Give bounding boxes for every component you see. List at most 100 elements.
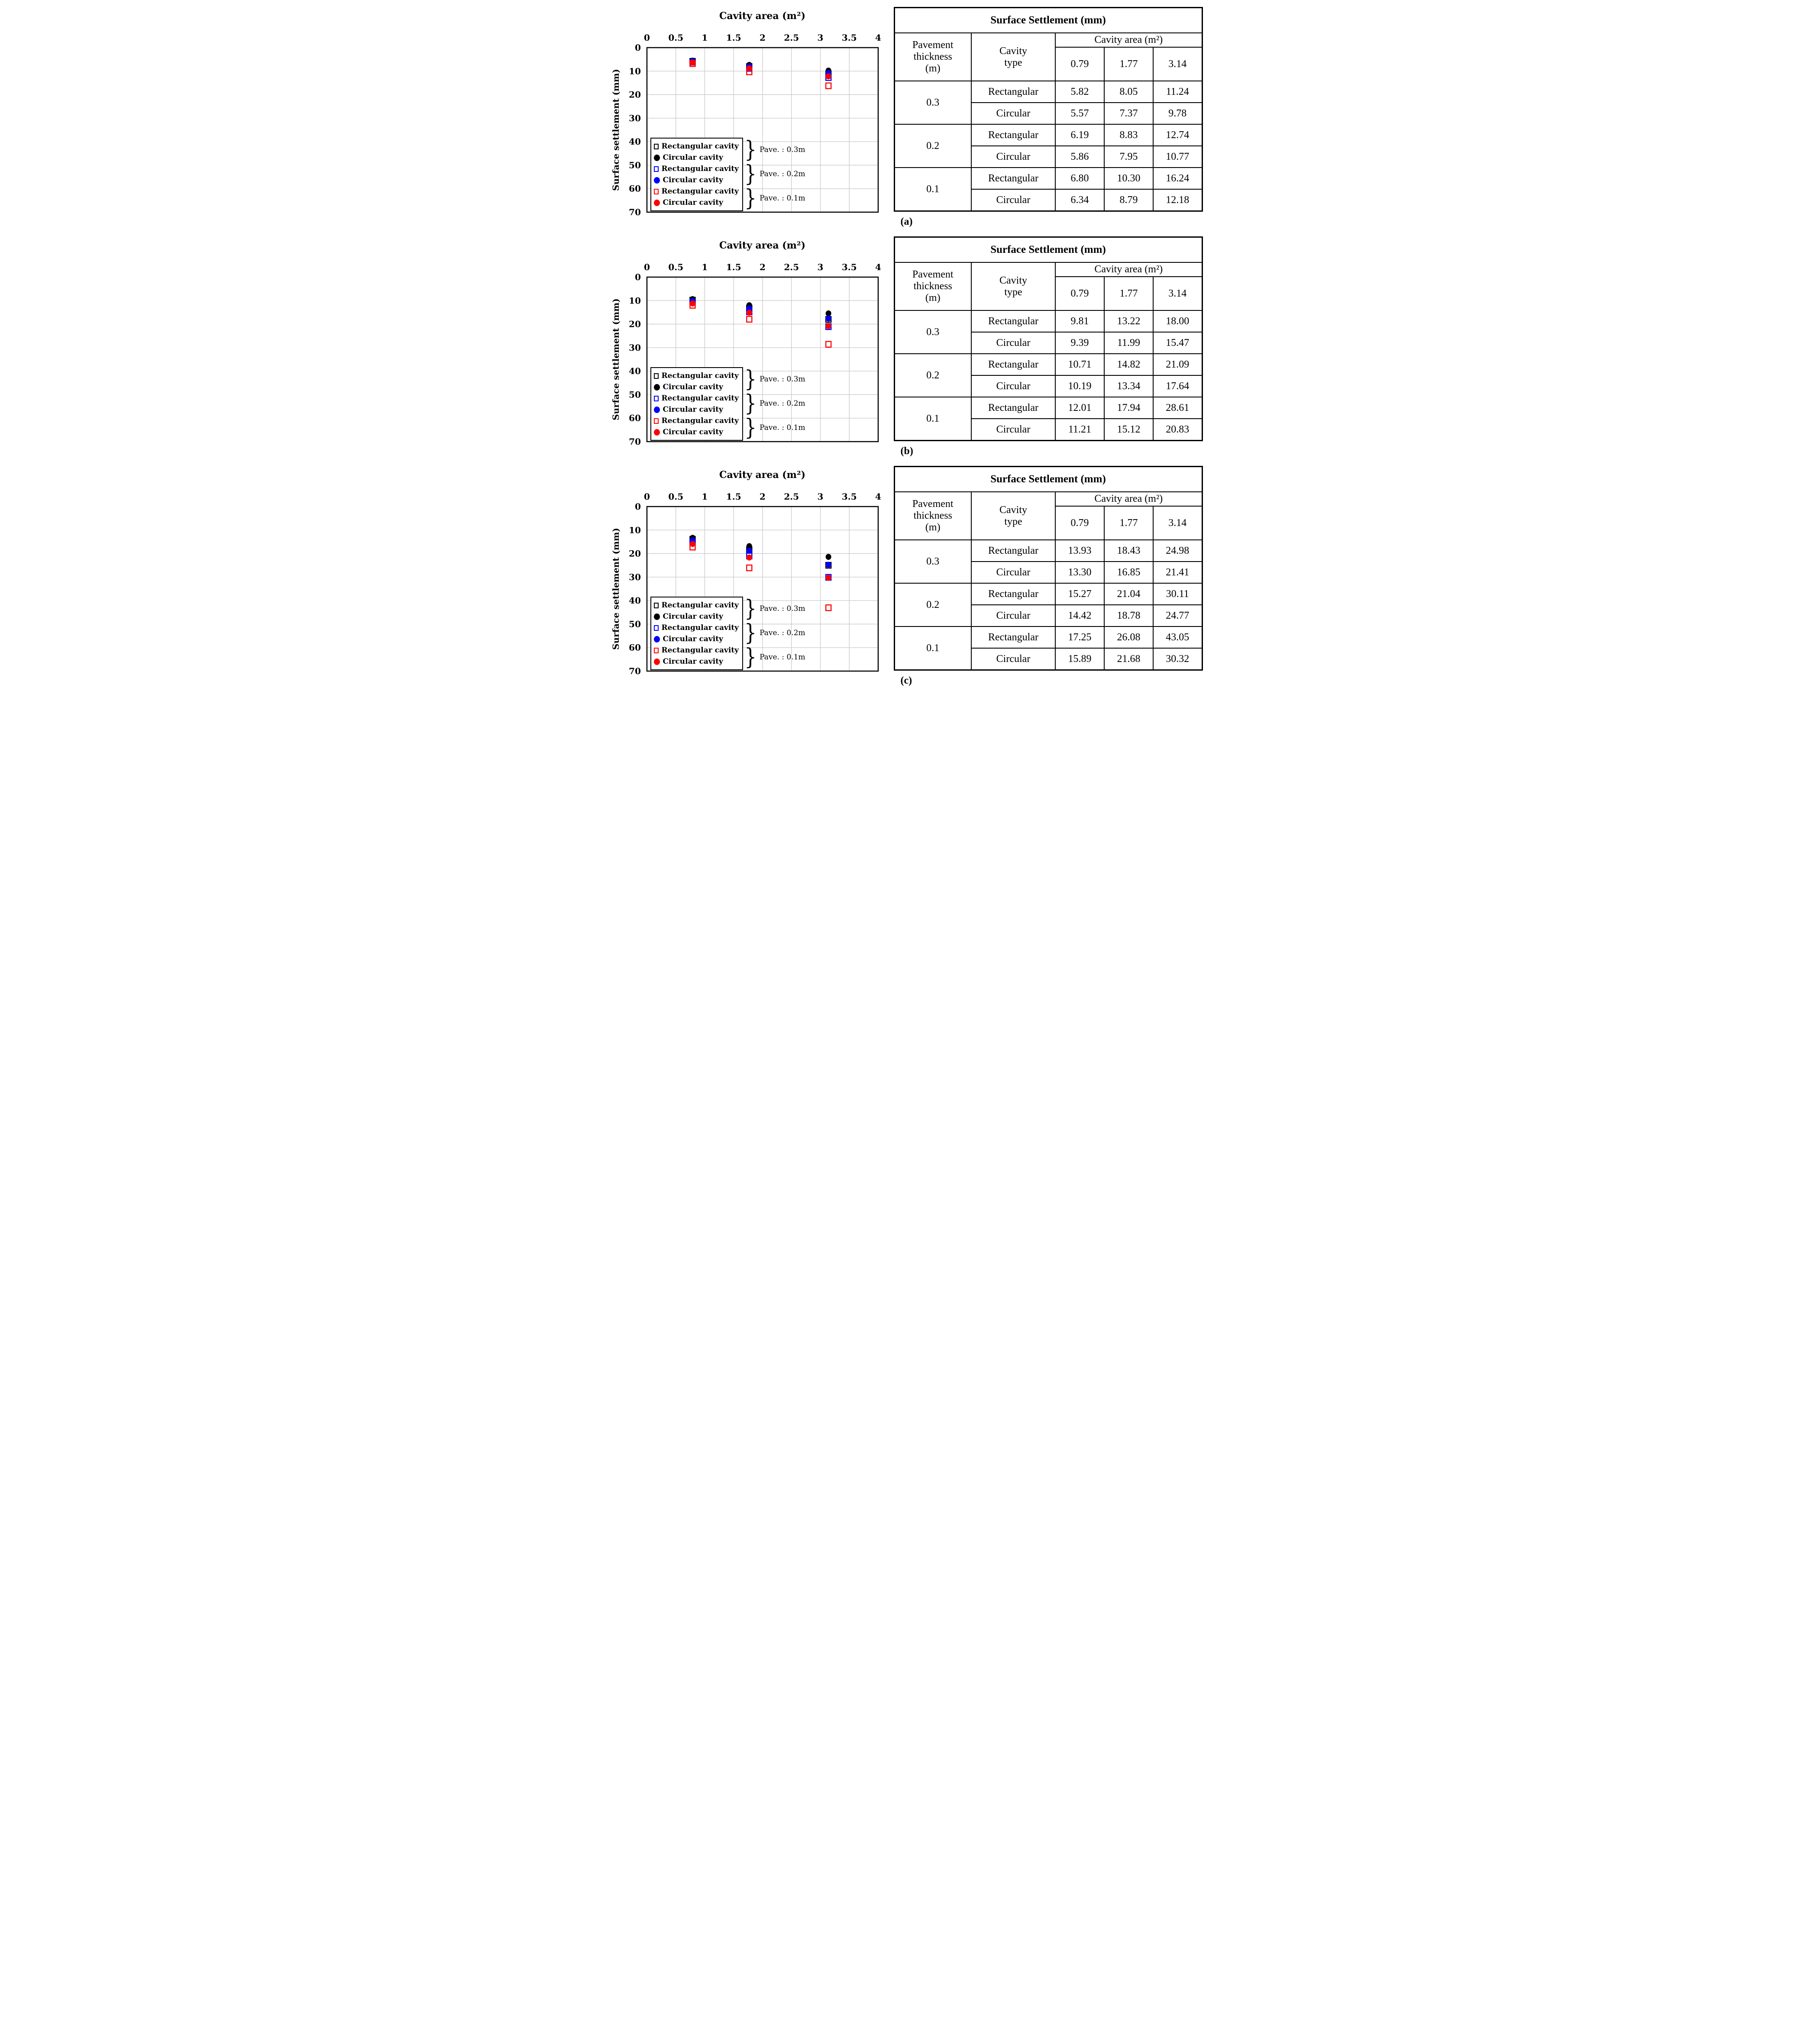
chart-b-x-axis-title: Cavity area (m²) — [719, 240, 805, 251]
legend-entry: Circular cavity — [653, 152, 739, 163]
legend-entry: Rectangular cavity — [653, 141, 739, 152]
data-point-circle — [746, 310, 752, 316]
legend-entry: Rectangular cavity — [653, 393, 739, 404]
figure-row-b: Cavity area (m²) 0 0.5 1 1.5 2 2.5 3 3.5 4 0 10 20 3… — [607, 234, 1213, 457]
cell-settlement-value: 6.19 — [1055, 124, 1105, 146]
table-title: Surface Settlement (mm) — [894, 236, 1203, 263]
legend-brace-group: } Pave. : 0.2m — [744, 162, 805, 186]
table-row: 0.2 Rectangular 10.71 14.82 21.09 — [894, 353, 1203, 397]
data-point-square — [825, 341, 831, 348]
svg-text:40: 40 — [629, 595, 641, 606]
col-header-pavement-thickness: Pavement thickness (m) — [894, 262, 972, 311]
table-row: Circular 6.34 8.79 12.18 — [894, 189, 1203, 212]
chart-a-y-axis-title: Surface settlement (mm) — [610, 69, 621, 191]
gridlines — [647, 277, 878, 442]
legend-marker-circle-icon — [653, 177, 660, 184]
legend-entry: Circular cavity — [653, 611, 739, 622]
col-header-cavity-area: Cavity area (m²) — [1055, 32, 1203, 48]
cell-settlement-value: 8.05 — [1104, 81, 1154, 103]
cell-pavement-thickness: 0.1 — [894, 397, 972, 441]
svg-text:3.5: 3.5 — [841, 32, 857, 43]
y-axis-tick-labels: 0 10 20 30 40 50 60 70 — [629, 501, 641, 676]
svg-text:0: 0 — [644, 491, 650, 502]
brace-icon: } — [744, 136, 757, 163]
legend-entry-label: Circular cavity — [663, 405, 723, 414]
legend-marker-circle-icon — [653, 613, 660, 620]
svg-text:1: 1 — [701, 32, 708, 43]
x-axis-tick-labels: 0 0.5 1 1.5 2 2.5 3 3.5 4 — [644, 491, 881, 502]
svg-text:20: 20 — [629, 549, 641, 559]
legend-brace-group: } Pave. : 0.2m — [744, 621, 805, 645]
chart-column-a: Cavity area (m²) 0 0.5 1 1.5 2 2.5 3 3.5 4 0 10 20 3… — [607, 4, 886, 223]
legend-box: Rectangular cavity Circular cavity Rectang… — [650, 367, 744, 441]
brace-icon: } — [744, 160, 757, 187]
svg-text:3.5: 3.5 — [841, 491, 857, 502]
col-header-area-value: 3.14 — [1153, 47, 1203, 81]
svg-text:60: 60 — [629, 413, 641, 423]
svg-text:3: 3 — [817, 491, 823, 502]
table-row: Circular 9.39 11.99 15.47 — [894, 332, 1203, 354]
col-header-area-value: 0.79 — [1055, 506, 1105, 540]
cell-cavity-type: Rectangular — [971, 124, 1056, 146]
svg-text:2.5: 2.5 — [784, 491, 799, 502]
pavement-group-label: Pave. : 0.3m — [760, 145, 805, 154]
table-header-row: Pavement thickness (m) Cavity type Cavity … — [894, 262, 1203, 311]
cell-pavement-thickness: 0.3 — [894, 81, 972, 125]
legend-marker-square-icon — [653, 602, 659, 608]
svg-text:0: 0 — [635, 501, 641, 512]
table-column-b: Surface Settlement (mm) Pavement thicknes… — [893, 234, 1213, 457]
cell-cavity-type: Circular — [971, 418, 1056, 441]
subfigure-label-b: (b) — [900, 446, 913, 457]
table-row: 0.1 Rectangular 12.01 17.94 28.61 — [894, 397, 1203, 441]
cell-settlement-value: 12.18 — [1153, 189, 1203, 212]
legend-marker-square-icon — [653, 166, 659, 172]
data-point-square — [825, 604, 831, 611]
cell-cavity-type: Rectangular — [971, 81, 1056, 103]
data-points — [689, 58, 831, 89]
cell-cavity-type: Circular — [971, 189, 1056, 212]
legend-entry-label: Circular cavity — [663, 198, 723, 207]
legend-entry-label: Rectangular cavity — [661, 142, 739, 151]
cell-settlement-value: 10.30 — [1104, 167, 1154, 190]
chart-a-legend: Rectangular cavity Circular cavity Rectang… — [650, 138, 805, 211]
figure-row-c: Cavity area (m²) 0 0.5 1 1.5 2 2.5 3 3.5 4 0 10 20 3… — [607, 463, 1213, 687]
cell-settlement-value: 14.82 — [1104, 353, 1154, 376]
svg-text:1.5: 1.5 — [726, 32, 741, 43]
legend-entry: Rectangular cavity — [653, 370, 739, 381]
table-subheader-row: 0.79 1.77 3.14 — [894, 276, 1203, 311]
svg-text:1: 1 — [701, 262, 708, 272]
svg-text:2: 2 — [760, 262, 766, 272]
cell-cavity-type: Circular — [971, 102, 1056, 125]
col-header-area-value: 3.14 — [1153, 506, 1203, 540]
settlement-table-c: Surface Settlement (mm) Pavement thicknes… — [893, 466, 1203, 671]
cell-settlement-value: 15.89 — [1055, 648, 1105, 671]
legend-entry-label: Rectangular cavity — [661, 165, 739, 173]
svg-text:0: 0 — [644, 32, 650, 43]
brace-icon: } — [744, 184, 757, 211]
cell-settlement-value: 10.19 — [1055, 375, 1105, 397]
cell-settlement-value: 17.64 — [1153, 375, 1203, 397]
table-row: Circular 11.21 15.12 20.83 — [894, 418, 1203, 441]
legend-marker-circle-icon — [653, 429, 660, 436]
legend-entry-label: Circular cavity — [663, 176, 723, 184]
plot-border — [646, 276, 879, 442]
cell-settlement-value: 7.37 — [1104, 102, 1154, 125]
svg-text:10: 10 — [629, 66, 641, 76]
data-point-circle — [689, 300, 695, 307]
legend-entry: Circular cavity — [653, 174, 739, 186]
col-header-cavity-type: Cavity type — [971, 32, 1056, 81]
cell-settlement-value: 10.71 — [1055, 353, 1105, 376]
cell-settlement-value: 13.93 — [1055, 539, 1105, 562]
svg-text:20: 20 — [629, 90, 641, 100]
legend-brace-column: } Pave. : 0.3m} Pave. : 0.2m} Pave. : 0.1m — [744, 597, 805, 670]
col-header-area-value: 0.79 — [1055, 276, 1105, 311]
cell-settlement-value: 18.43 — [1104, 539, 1154, 562]
svg-text:3: 3 — [817, 32, 823, 43]
cell-pavement-thickness: 0.2 — [894, 353, 972, 397]
table-row: 0.3 Rectangular 13.93 18.43 24.98 — [894, 539, 1203, 584]
cell-pavement-thickness: 0.1 — [894, 626, 972, 671]
cell-settlement-value: 11.24 — [1153, 81, 1203, 103]
cell-settlement-value: 8.79 — [1104, 189, 1154, 212]
legend-entry-label: Circular cavity — [663, 153, 723, 162]
subfigure-label-c: (c) — [900, 675, 912, 686]
